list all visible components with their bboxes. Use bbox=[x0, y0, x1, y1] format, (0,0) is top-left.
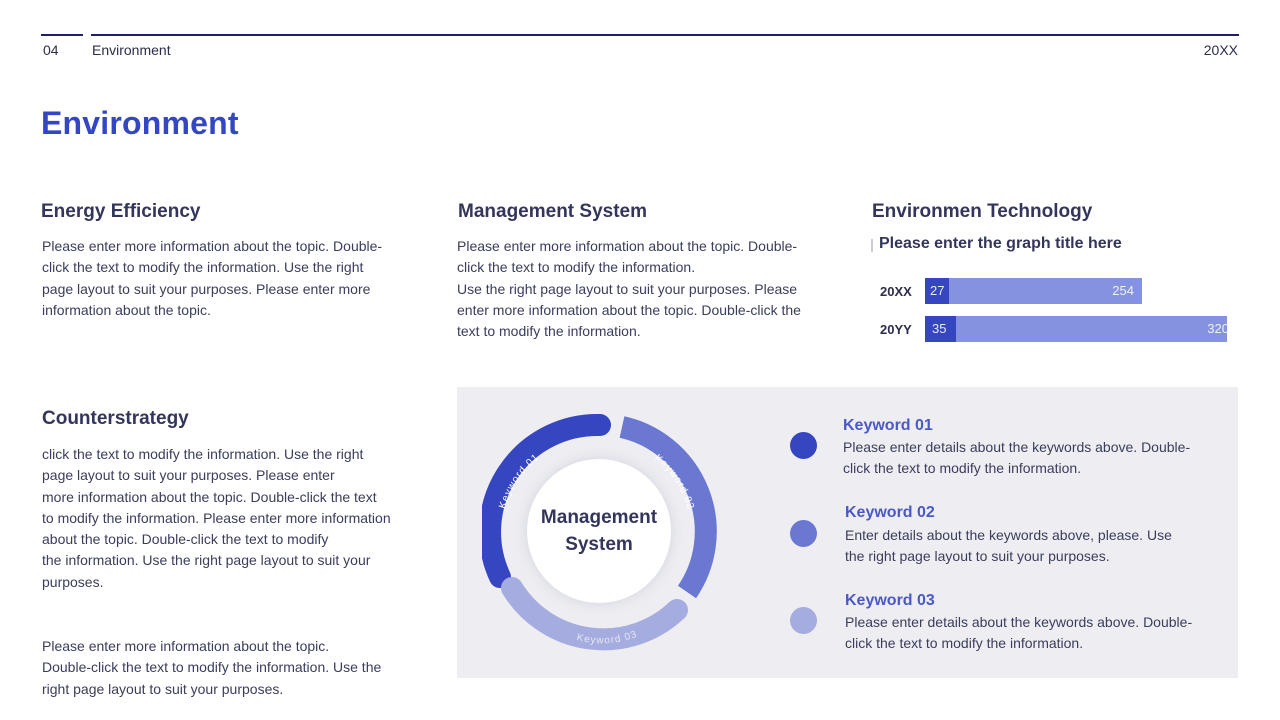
keyword-01-title: Keyword 01 bbox=[843, 417, 933, 434]
header-rule-short bbox=[41, 34, 83, 36]
management-system-text[interactable]: Please enter more information about the … bbox=[457, 238, 801, 340]
bar-row-20yy: 20YY 35 320 bbox=[880, 316, 1229, 342]
keyword-02-dot-icon bbox=[790, 520, 817, 547]
ring-diagram: Keyword 01 Keyword 02 Keyword 03 bbox=[482, 413, 717, 651]
chart-title-marker bbox=[871, 239, 873, 252]
ring-center-label: Management System bbox=[540, 507, 658, 555]
header-year: 20XX bbox=[1203, 42, 1238, 58]
keyword-01-text[interactable]: Please enter details about the keywords … bbox=[843, 439, 1191, 476]
energy-efficiency-title: Energy Efficiency bbox=[41, 201, 201, 222]
keyword-03-title: Keyword 03 bbox=[845, 592, 935, 609]
bar-small bbox=[925, 316, 956, 342]
bar-category-label: 20XX bbox=[880, 283, 912, 299]
ring-center: Management System bbox=[527, 459, 671, 603]
management-system-title: Management System bbox=[458, 201, 648, 222]
counterstrategy-text[interactable]: click the text to modify the information… bbox=[42, 446, 391, 590]
bar-small bbox=[925, 278, 949, 304]
bar-category-label: 20YY bbox=[880, 321, 912, 337]
chart-title[interactable]: Please enter the graph title here bbox=[879, 235, 1122, 252]
keyword-02-text[interactable]: Enter details about the keywords above, … bbox=[845, 527, 1172, 564]
counterstrategy-title: Counterstrategy bbox=[42, 408, 189, 429]
bar-small-value: 35 bbox=[932, 321, 947, 336]
ring-segment-keyword-03 bbox=[501, 577, 688, 651]
keyword-03-dot-icon bbox=[790, 607, 817, 634]
environment-technology-title: Environmen Technology bbox=[872, 201, 1093, 222]
page-title: Environment bbox=[41, 105, 239, 141]
bar-large-value: 320 bbox=[1207, 321, 1229, 336]
keyword-01-dot-icon bbox=[790, 432, 817, 459]
keyword-02-title: Keyword 02 bbox=[845, 504, 935, 521]
bar-large: 35 320 bbox=[925, 316, 1229, 342]
keyword-03-text[interactable]: Please enter details about the keywords … bbox=[845, 614, 1193, 651]
bar-large-value: 254 bbox=[1112, 283, 1134, 298]
bar-small-value: 27 bbox=[930, 283, 945, 298]
bar-large: 27 254 bbox=[925, 278, 1142, 304]
counterstrategy-note[interactable]: Please enter more information about the … bbox=[42, 638, 382, 697]
ring-segment-keyword-01 bbox=[482, 413, 611, 588]
page-number: 04 bbox=[43, 42, 59, 58]
energy-efficiency-text[interactable]: Please enter more information about the … bbox=[42, 238, 383, 318]
header-rule-long bbox=[91, 34, 1239, 36]
bar-row-20xx: 20XX 27 254 bbox=[880, 278, 1142, 304]
header-section-label: Environment bbox=[92, 42, 171, 58]
ring-segment-keyword-02 bbox=[619, 416, 717, 599]
